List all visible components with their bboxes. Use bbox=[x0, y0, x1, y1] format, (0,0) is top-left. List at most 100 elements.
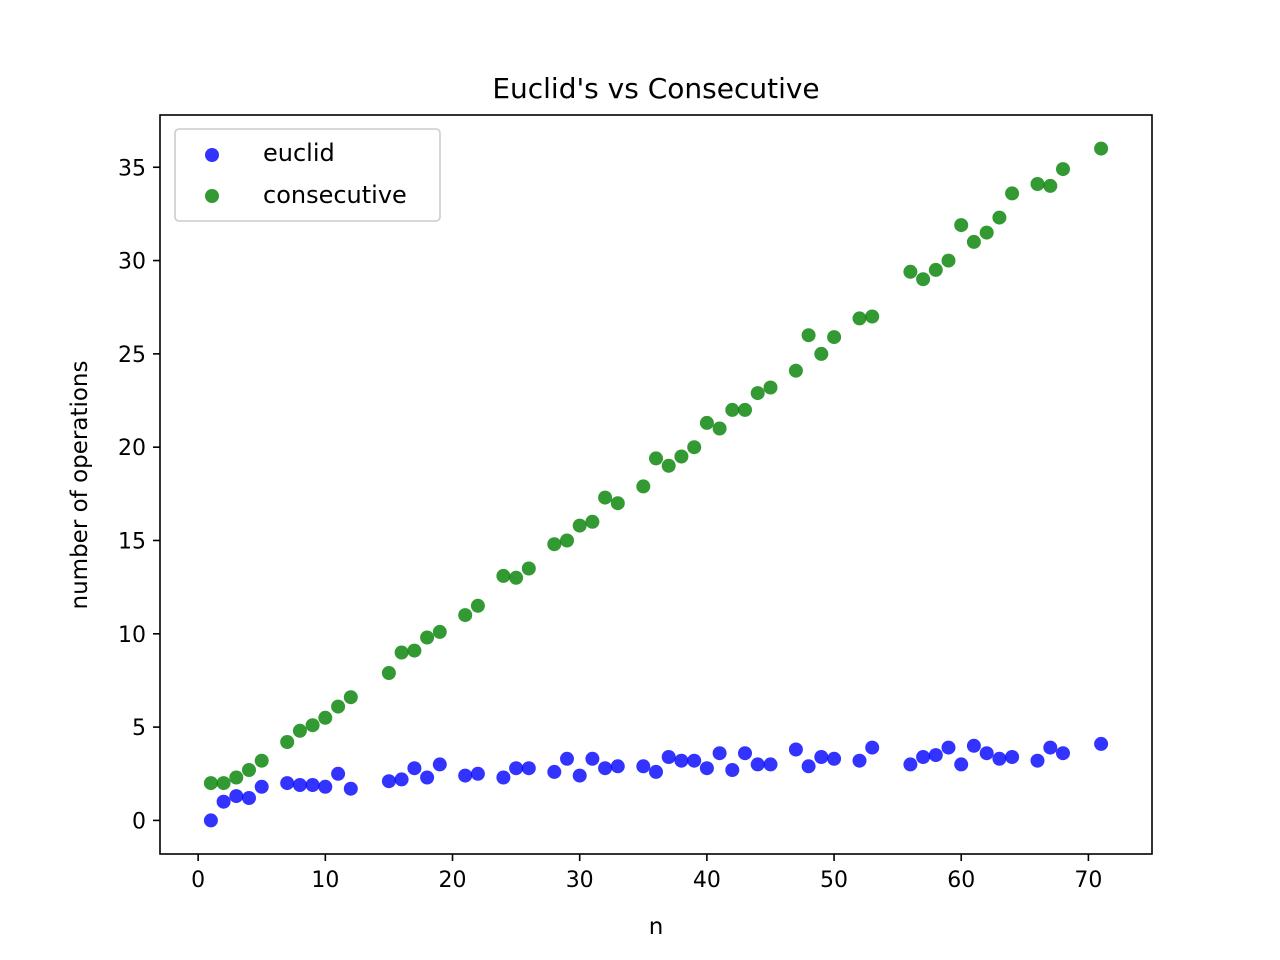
x-tick-label: 30 bbox=[566, 868, 594, 893]
consecutive-point bbox=[992, 210, 1007, 225]
plot-frame bbox=[159, 114, 1153, 855]
x-tick-label: 0 bbox=[191, 868, 205, 893]
euclid-point bbox=[1056, 746, 1070, 761]
y-tick-label: 15 bbox=[118, 529, 146, 554]
euclid-point bbox=[979, 746, 994, 761]
consecutive-point bbox=[407, 643, 422, 658]
euclid-point bbox=[280, 776, 295, 791]
legend-label-consecutive: consecutive bbox=[263, 181, 407, 209]
y-tick-label: 35 bbox=[118, 156, 146, 181]
x-tick-label: 50 bbox=[820, 868, 848, 893]
consecutive-point bbox=[1094, 141, 1109, 156]
consecutive-point bbox=[254, 753, 269, 768]
legend: euclid consecutive bbox=[174, 128, 441, 222]
euclid-point bbox=[725, 763, 740, 777]
consecutive-point bbox=[712, 421, 727, 436]
euclid-point bbox=[229, 789, 244, 804]
euclid-point bbox=[203, 813, 218, 828]
euclid-point bbox=[712, 746, 727, 761]
consecutive-point bbox=[1043, 178, 1058, 193]
euclid-point bbox=[381, 774, 396, 789]
legend-marker-consecutive bbox=[205, 189, 219, 203]
euclid-point bbox=[1005, 750, 1020, 764]
euclid-point bbox=[954, 757, 969, 772]
euclid-point bbox=[242, 791, 256, 805]
consecutive-point bbox=[801, 328, 816, 343]
consecutive-point bbox=[496, 568, 511, 583]
consecutive-point bbox=[1056, 162, 1070, 177]
euclid-point bbox=[254, 779, 269, 794]
legend-box bbox=[174, 128, 441, 222]
consecutive-point bbox=[827, 330, 842, 345]
x-tick-label: 60 bbox=[947, 868, 975, 893]
consecutive-point bbox=[852, 311, 867, 326]
y-tick-label: 25 bbox=[118, 343, 146, 368]
y-tick-label: 10 bbox=[118, 623, 146, 648]
euclid-point bbox=[1030, 753, 1045, 768]
consecutive-point bbox=[229, 770, 244, 785]
euclid-point bbox=[687, 753, 702, 768]
euclid-point bbox=[801, 759, 816, 774]
euclid-point bbox=[903, 757, 918, 772]
euclid-point bbox=[750, 757, 765, 772]
y-axis-label: number of operations bbox=[67, 361, 93, 610]
y-tick-label: 5 bbox=[132, 716, 146, 741]
consecutive-point bbox=[610, 496, 625, 511]
consecutive-point bbox=[649, 451, 663, 466]
euclid-point bbox=[649, 764, 663, 779]
consecutive-point bbox=[560, 533, 574, 548]
consecutive-point bbox=[598, 490, 613, 505]
legend-marker-euclid bbox=[205, 148, 219, 162]
consecutive-point bbox=[636, 479, 651, 494]
consecutive-point bbox=[381, 666, 396, 680]
euclid-point bbox=[547, 764, 562, 779]
consecutive-point bbox=[280, 735, 295, 749]
points-layer bbox=[203, 141, 1109, 828]
euclid-point bbox=[865, 740, 880, 755]
consecutive-point bbox=[966, 234, 981, 249]
euclid-point bbox=[928, 748, 943, 763]
euclid-point bbox=[814, 750, 829, 764]
consecutive-point bbox=[216, 776, 231, 791]
euclid-point bbox=[521, 761, 536, 776]
x-tick-label: 20 bbox=[439, 868, 467, 893]
consecutive-point bbox=[687, 440, 702, 455]
euclid-point bbox=[343, 781, 358, 796]
consecutive-point bbox=[203, 776, 218, 791]
euclid-point bbox=[941, 740, 956, 755]
consecutive-point bbox=[305, 718, 320, 733]
euclid-point bbox=[763, 757, 778, 772]
consecutive-point bbox=[547, 537, 562, 552]
consecutive-point bbox=[292, 723, 307, 738]
consecutive-point bbox=[941, 253, 956, 268]
euclid-point bbox=[331, 766, 346, 781]
consecutive-point bbox=[470, 598, 485, 613]
consecutive-point bbox=[572, 518, 587, 533]
consecutive-point bbox=[343, 690, 358, 705]
consecutive-point bbox=[916, 272, 931, 287]
x-tick-label: 40 bbox=[693, 868, 721, 893]
euclid-point bbox=[216, 794, 231, 809]
x-tick-label: 10 bbox=[311, 868, 339, 893]
euclid-point bbox=[827, 751, 842, 766]
euclid-point bbox=[674, 753, 689, 768]
euclid-point bbox=[292, 778, 307, 792]
consecutive-point bbox=[661, 458, 676, 473]
euclid-point bbox=[598, 761, 613, 776]
consecutive-point bbox=[432, 624, 447, 639]
euclid-point bbox=[458, 768, 473, 783]
consecutive-point bbox=[814, 346, 829, 361]
euclid-point bbox=[738, 746, 752, 761]
consecutive-point bbox=[903, 264, 918, 279]
y-tick-label: 30 bbox=[118, 250, 146, 275]
euclid-point bbox=[788, 742, 803, 757]
consecutive-point bbox=[331, 699, 346, 714]
euclid-point bbox=[394, 772, 409, 787]
consecutive-point bbox=[928, 262, 943, 277]
legend-label-euclid: euclid bbox=[263, 139, 335, 167]
euclid-point bbox=[560, 751, 574, 766]
euclid-point bbox=[916, 750, 931, 764]
y-tick-label: 0 bbox=[132, 809, 146, 834]
euclid-point bbox=[407, 761, 422, 776]
